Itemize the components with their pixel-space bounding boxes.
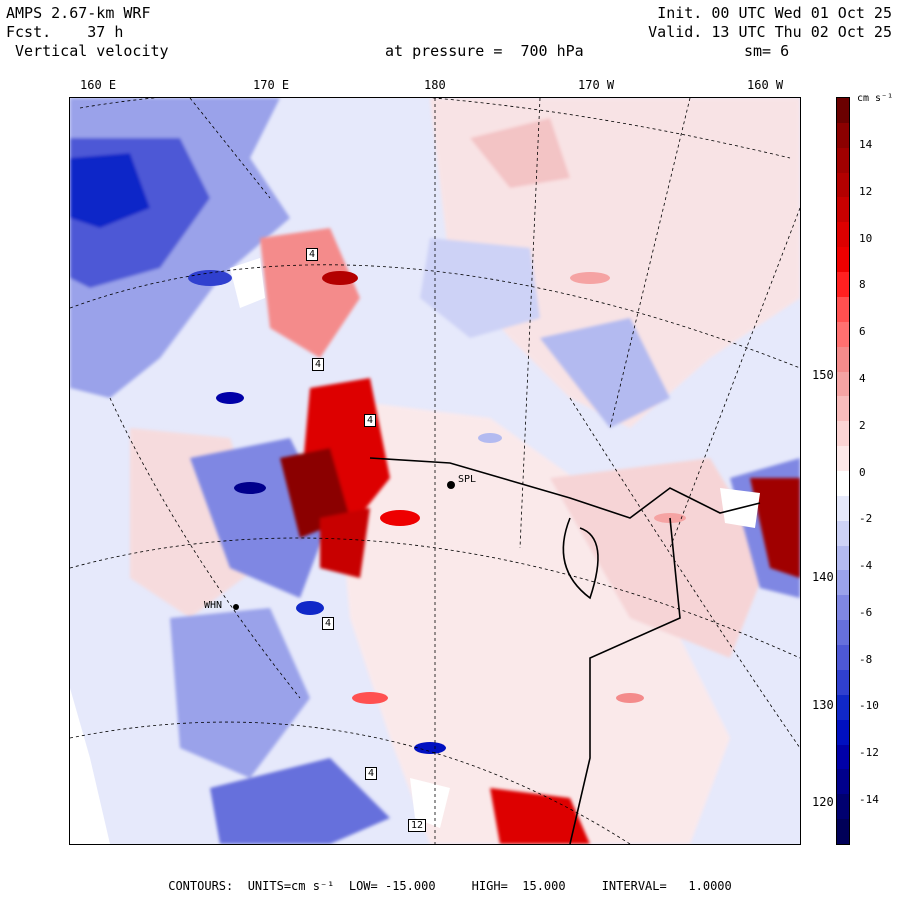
contour-info: CONTOURS: UNITS=cm s⁻¹ LOW= -15.000 HIGH… [168,879,732,893]
contour-label: 4 [364,414,377,427]
station-label-spl: SPL [458,474,477,485]
colorbar-swatch [837,620,849,646]
lon-label-160e: 160 E [80,78,117,92]
contour-label: 4 [312,358,325,371]
colorbar-tick-label: -12 [859,746,879,760]
colorbar-swatch [837,296,849,323]
colorbar-tick-label: 6 [859,325,866,339]
colorbar-swatch [837,520,849,547]
colorbar-swatch [837,396,849,422]
colorbar-swatch [837,321,849,348]
station-whn-marker [233,604,239,610]
colorbar-tick-label: 10 [859,231,873,245]
valid-time: Valid. 13 UTC Thu 02 Oct 25 [648,23,892,41]
pressure-level: at pressure = 700 hPa [385,42,584,60]
colorbar-unit: cm s⁻¹ [857,93,894,104]
lon-label-170w: 170 W [578,78,615,92]
colorbar-tick-label: 8 [859,278,866,292]
colorbar-swatch [837,595,849,621]
colorbar-swatch [837,222,849,248]
colorbar-swatch [837,819,849,845]
colorbar-swatch [837,794,849,820]
colorbar-tick-label: 2 [859,418,866,432]
colorbar-tick-label: 12 [859,184,873,198]
colorbar-swatch [837,98,849,124]
station-label-whn: WHN [204,600,223,611]
contour-label: 4 [322,617,335,630]
init-time: Init. 00 UTC Wed 01 Oct 25 [657,4,892,22]
colorbar-swatch [837,570,849,596]
colorbar-swatch [837,769,849,795]
colorbar-swatch [837,147,849,174]
colorbar-swatch [837,446,849,472]
lon-label-170e: 170 E [253,78,290,92]
convective-cells [188,270,686,754]
smoothing-label: sm= 6 [744,42,790,60]
colorbar-tick-label: 14 [859,138,873,151]
colorbar-swatch [837,371,849,397]
colorbar-tick-label: -2 [859,512,873,526]
graticule [70,98,800,844]
lon-label-160w: 160 W [747,78,784,92]
contour-label: 4 [306,248,319,261]
terrain-masked-areas [70,258,760,844]
contour-label: 4 [365,767,378,780]
field-name: Vertical velocity [6,42,169,60]
lon-label-180: 180 [424,78,446,92]
coastline [369,457,761,844]
colorbar-tick-label: -10 [859,699,879,713]
vertical-velocity-map: SPL WHN 4 4 4 4 12 4 [69,97,801,845]
map-canvas [70,98,800,844]
colorbar-tick-label: -4 [859,559,873,573]
station-spl-marker [447,481,455,489]
colorbar-tick-label: -8 [859,652,873,666]
colorbar-swatch [837,122,849,149]
colorbar-swatch [837,495,849,522]
colorbar-swatch [837,172,849,198]
colorbar-swatch [837,669,849,696]
colorbar-tick-label: -6 [859,605,873,619]
colorbar-tick-label: -14 [859,793,879,806]
colorbar-swatch [837,545,849,571]
colorbar-tick-label: 0 [859,465,866,479]
colorbar-swatch [837,346,849,373]
colorbar-swatch [837,421,849,447]
colorbar-swatch [837,719,849,746]
colorbar-swatch [837,272,849,298]
colorbar-swatch [837,645,849,671]
weak-ascent-regions [130,98,800,844]
colorbar [836,97,850,845]
colorbar-tick-label: 4 [859,371,866,385]
colorbar-swatch [837,471,849,497]
model-title: AMPS 2.67-km WRF [6,4,151,22]
colorbar-swatch [837,247,849,273]
contour-label: 12 [408,819,427,832]
forecast-hour: Fcst. 37 h [6,23,124,41]
colorbar-swatch [837,197,849,223]
colorbar-swatch [837,694,849,721]
colorbar-swatch [837,744,849,770]
